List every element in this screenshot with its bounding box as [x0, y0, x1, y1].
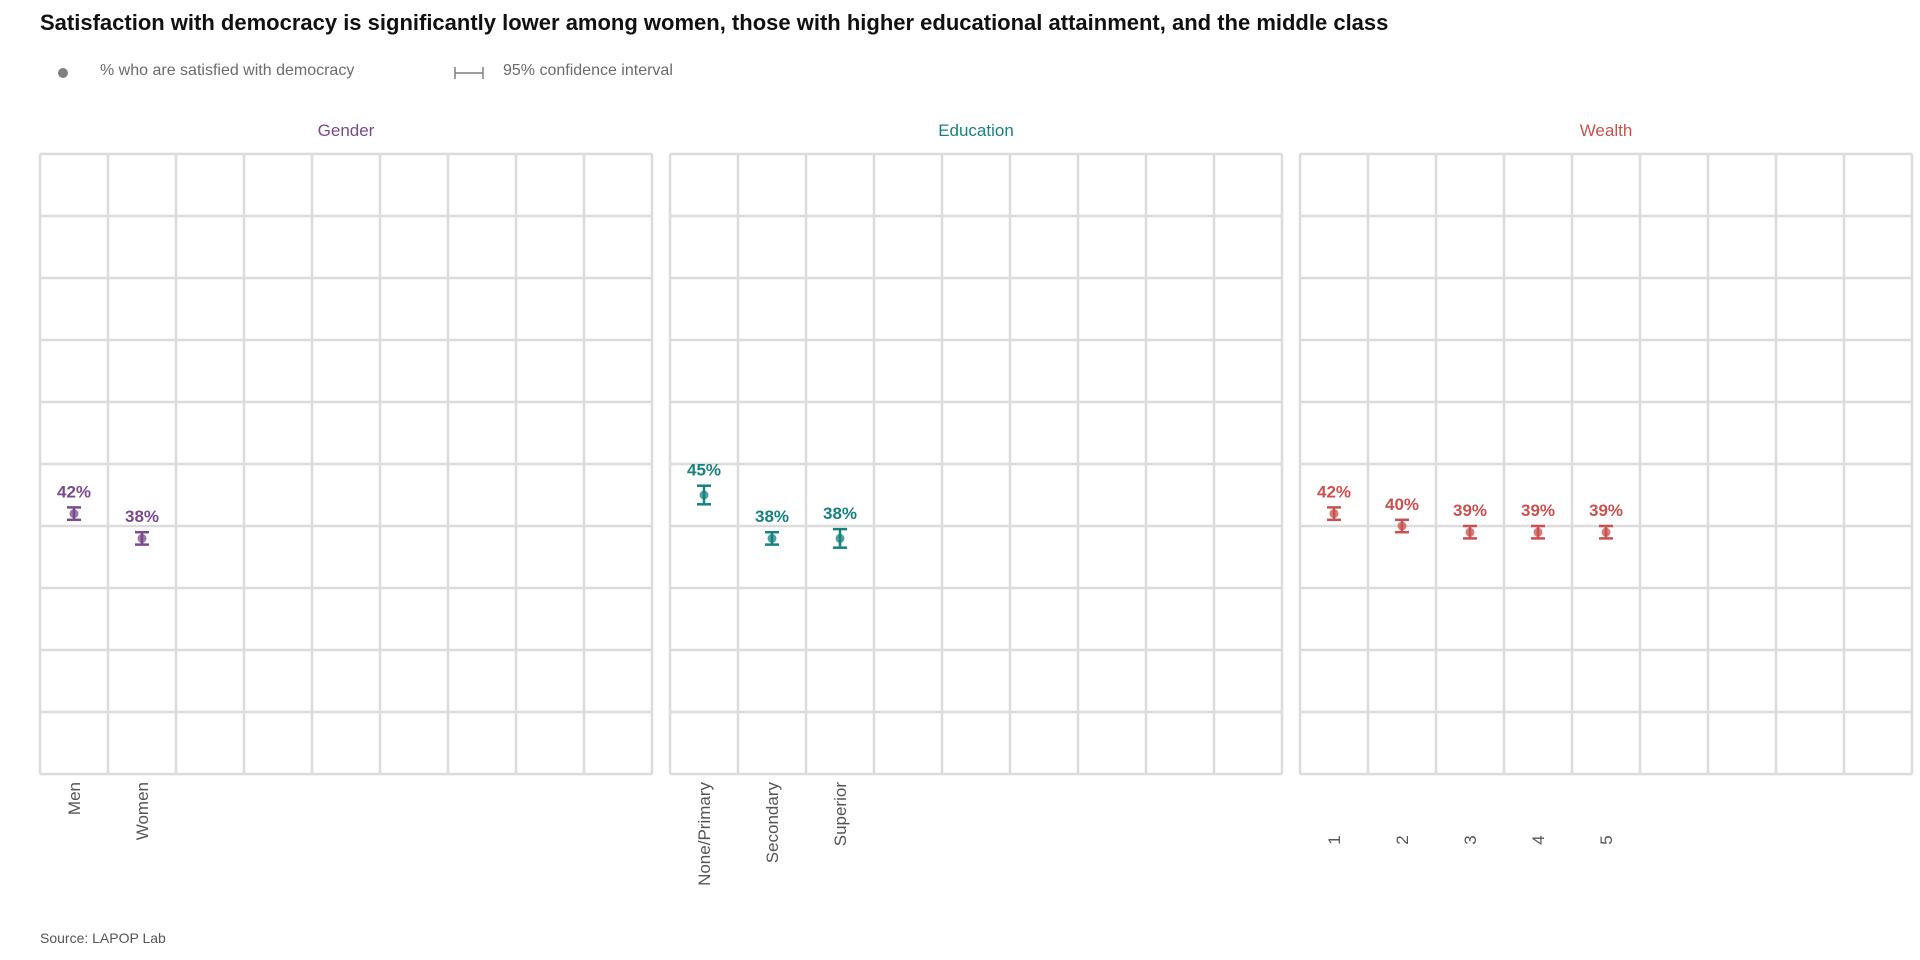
data-point-wealth [1465, 527, 1475, 537]
data-point-gender [69, 509, 79, 519]
x-tick-label: 1 [1325, 835, 1344, 844]
x-tick-label: Secondary [763, 782, 782, 864]
legend-point-marker [58, 68, 68, 78]
data-point-education [835, 533, 845, 543]
chart-title: Satisfaction with democracy is significa… [40, 10, 1389, 35]
data-label: 45% [687, 461, 721, 480]
data-label: 38% [755, 507, 789, 526]
data-label: 42% [1317, 482, 1351, 501]
data-label: 42% [57, 482, 91, 501]
data-point-education [699, 490, 709, 500]
source-note: Source: LAPOP Lab [40, 930, 166, 946]
legend-ci-label: 95% confidence interval [503, 62, 673, 79]
x-tick-label: Superior [831, 782, 850, 847]
data-label: 38% [125, 507, 159, 526]
legend-point-label: % who are satisfied with democracy [100, 62, 355, 79]
x-tick-label: 4 [1529, 835, 1548, 844]
x-tick-label: None/Primary [695, 782, 714, 886]
facet-title-education: Education [938, 121, 1014, 140]
legend-ci-icon [454, 67, 484, 79]
x-tick-label: 5 [1597, 835, 1616, 844]
data-point-gender [137, 533, 147, 543]
facet-title-gender: Gender [318, 121, 375, 140]
x-tick-label: 2 [1393, 835, 1412, 844]
data-point-wealth [1533, 527, 1543, 537]
data-point-education [767, 533, 777, 543]
x-tick-label: 3 [1461, 835, 1480, 844]
facet-title-wealth: Wealth [1580, 121, 1633, 140]
data-label: 38% [823, 504, 857, 523]
data-label: 39% [1589, 501, 1623, 520]
data-label: 40% [1385, 495, 1419, 514]
legend: % who are satisfied with democracy 95% c… [40, 60, 940, 84]
data-point-wealth [1601, 527, 1611, 537]
x-tick-label: Men [65, 782, 84, 815]
data-point-wealth [1329, 509, 1339, 519]
data-point-wealth [1397, 521, 1407, 531]
data-label: 39% [1521, 501, 1555, 520]
x-tick-label: Women [133, 782, 152, 840]
data-label: 39% [1453, 501, 1487, 520]
